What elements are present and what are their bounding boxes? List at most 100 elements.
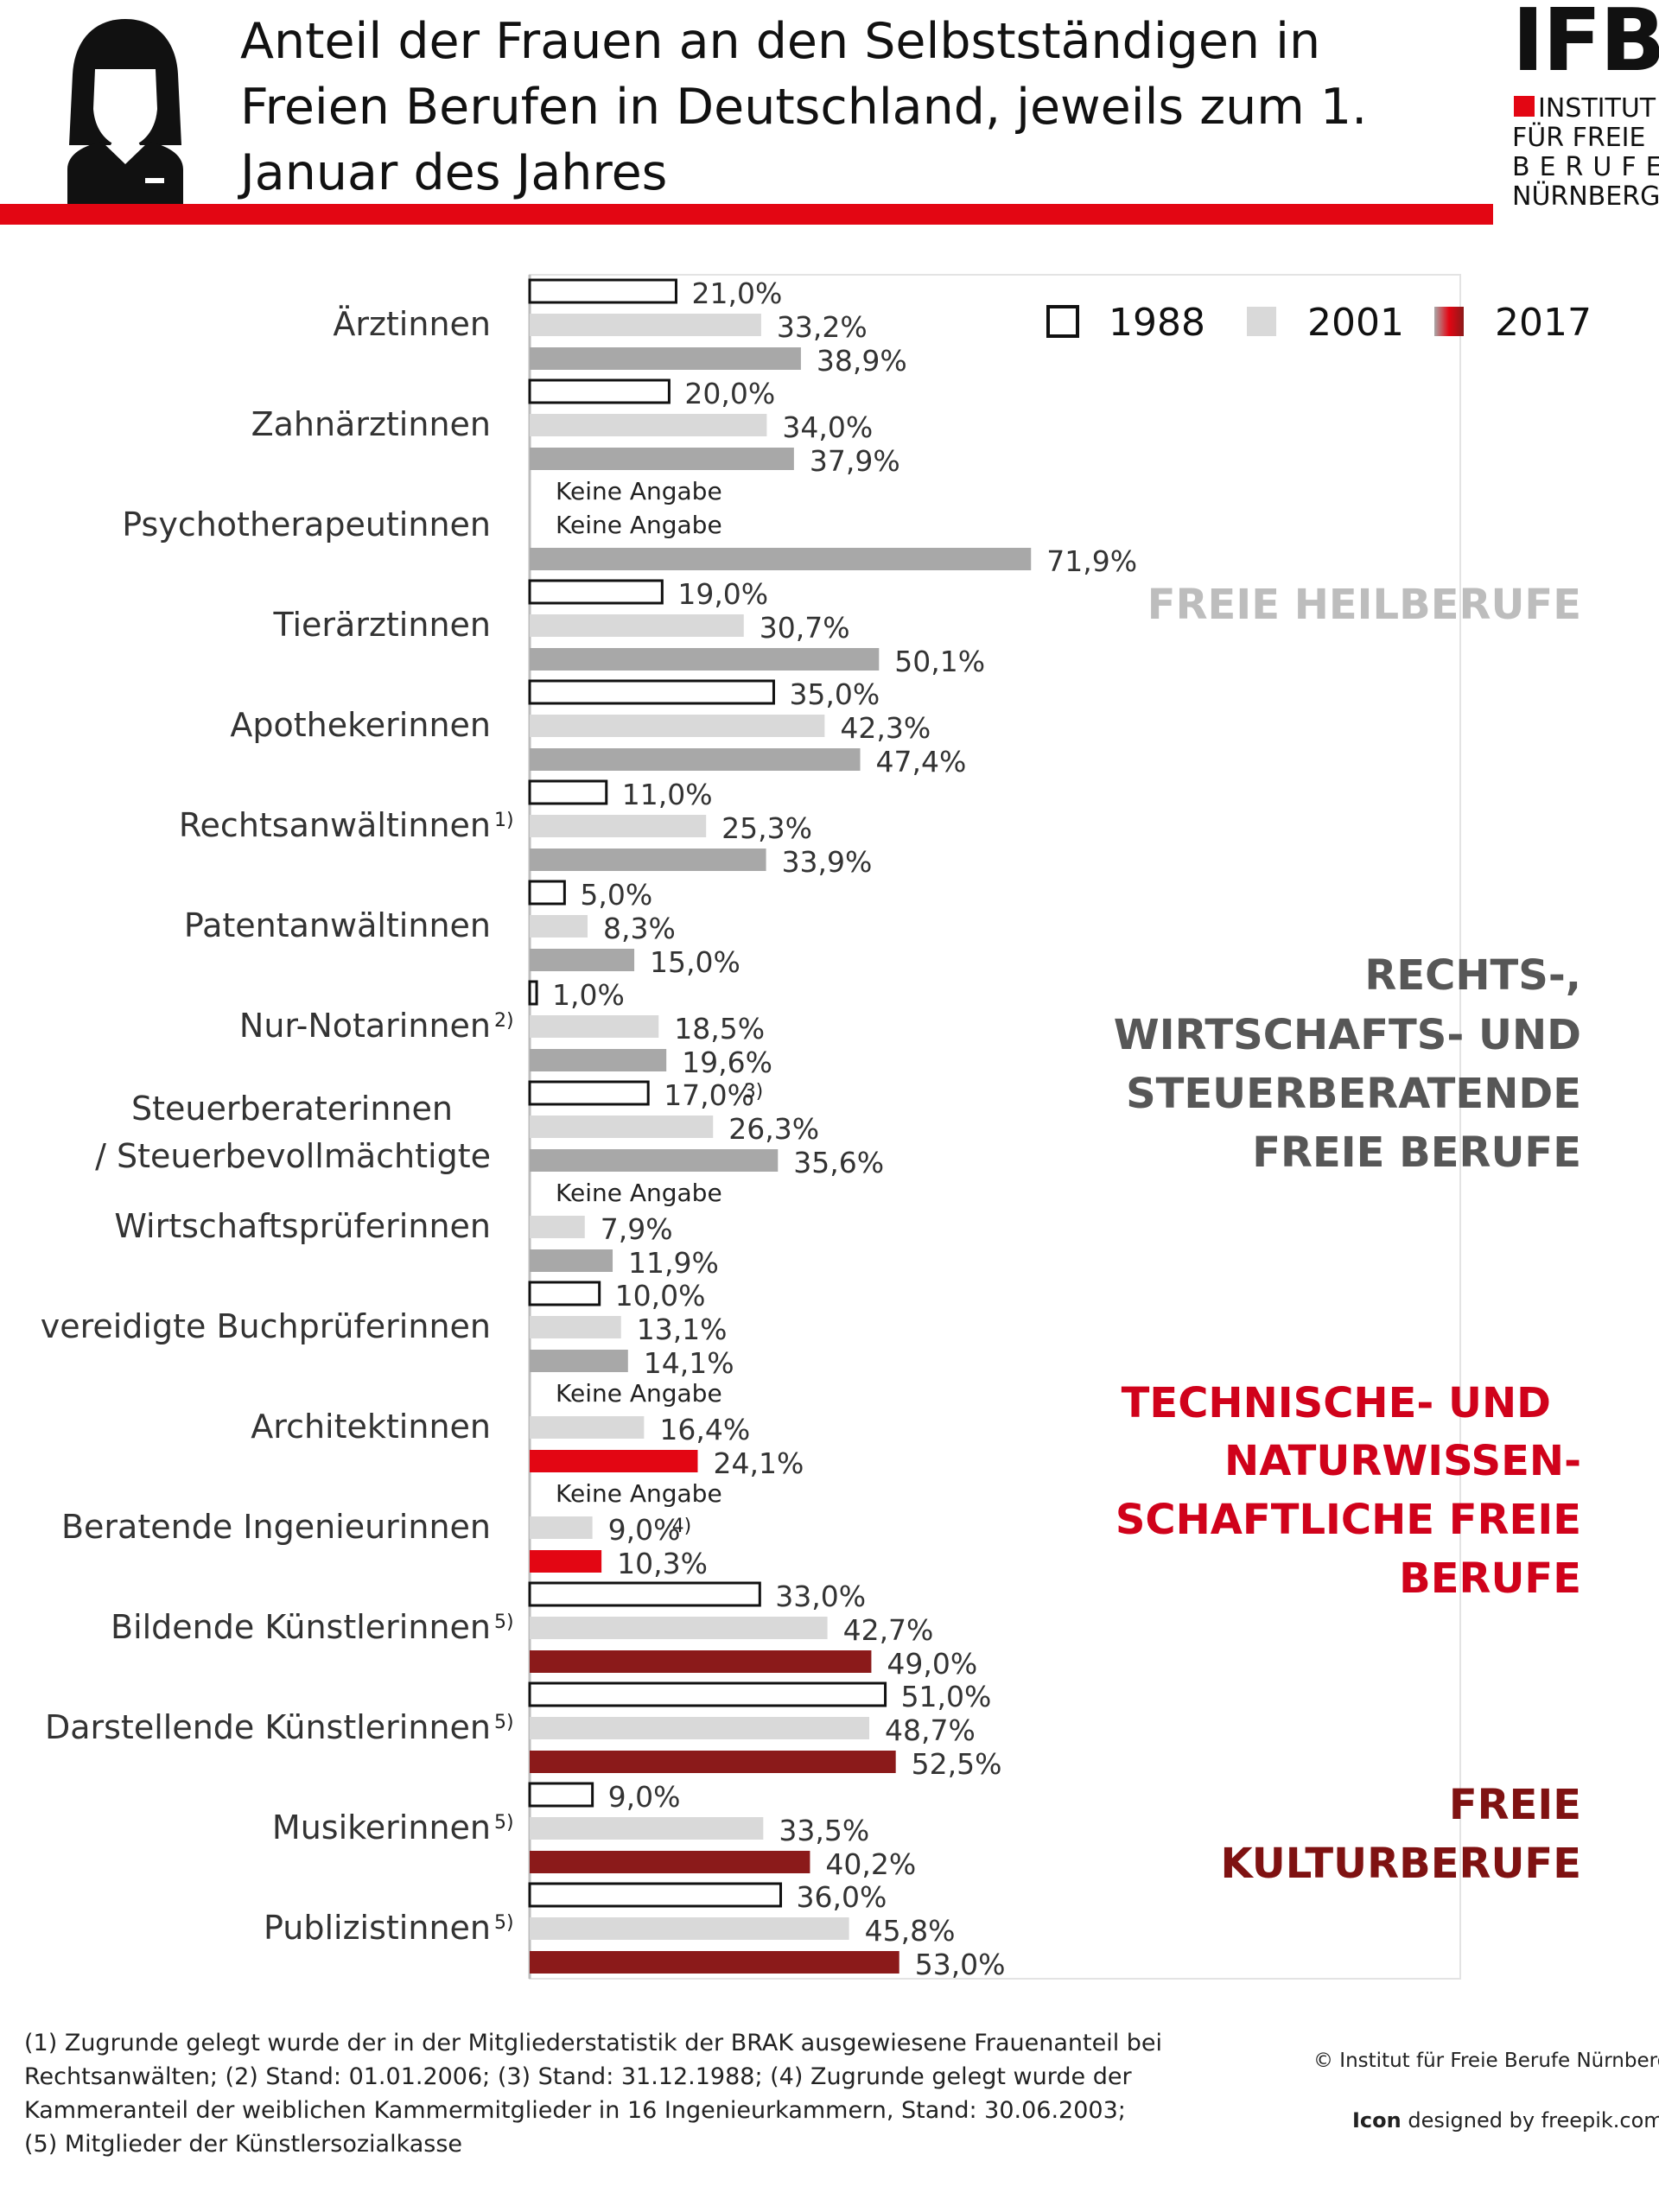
- bar-2017: [530, 1751, 896, 1773]
- category-label: Musikerinnen: [272, 1808, 491, 1847]
- bar-1988: [528, 1080, 650, 1106]
- data-label-footnote-marker: 4): [672, 1516, 692, 1537]
- woman-avatar-icon: [67, 19, 183, 210]
- data-label-2001: 42,3%: [840, 711, 931, 745]
- group-label-recht: WIRTSCHAFTS- UND: [1114, 1011, 1581, 1059]
- bar-chart: Ärztinnen 21,0%33,2%38,9% Zahnärztinnen 20,…: [41, 274, 1592, 1981]
- bar-2017: [530, 748, 861, 771]
- bar-2001: [530, 314, 761, 336]
- data-label-1988: 21,0%: [691, 276, 782, 310]
- logo-red-square: [1514, 96, 1535, 117]
- chart-title: Anteil der Frauen an den Selbstständigen…: [240, 13, 1368, 201]
- bar-2001: [530, 1617, 828, 1639]
- bar-2001: [530, 414, 767, 436]
- title-underline-bar: [0, 204, 1493, 225]
- data-label-2001: 33,5%: [779, 1814, 869, 1847]
- no-data-label: Keine Angabe: [556, 511, 722, 539]
- category-label: Tierärztinnen: [272, 606, 491, 644]
- bar-2017: [530, 648, 880, 671]
- data-label-2017: 19,6%: [682, 1046, 772, 1079]
- bar-2001: [530, 1015, 659, 1038]
- bar-1988: [528, 378, 671, 404]
- legend-label-2017: 2017: [1495, 301, 1592, 345]
- data-label-2001: 18,5%: [674, 1012, 765, 1046]
- bar-2017: [530, 1851, 810, 1873]
- footnote-5: (5) Mitglieder der Künstlersozialkasse: [24, 2131, 463, 2158]
- data-label-2001: 42,7%: [843, 1613, 934, 1647]
- bar-2001: [530, 815, 707, 837]
- data-label-2001: 25,3%: [721, 811, 812, 845]
- bar-1988: [528, 1782, 594, 1808]
- no-data-label: Keine Angabe: [556, 477, 722, 505]
- data-label-2017: 33,9%: [782, 845, 873, 879]
- group-label-heil: FREIE HEILBERUFE: [1147, 581, 1581, 629]
- group-label-tech: TECHNISCHE- UND: [1122, 1379, 1551, 1427]
- data-label-2017: 24,1%: [713, 1446, 804, 1480]
- bar-2017: [530, 1450, 698, 1472]
- data-label-footnote-marker: 3): [744, 1081, 764, 1103]
- bar-1988: [528, 679, 775, 705]
- category-footnote-marker: 5): [494, 1712, 514, 1733]
- data-label-1988: 5,0%: [580, 878, 652, 912]
- category-footnote-marker: 2): [494, 1010, 514, 1032]
- bar-2001: [530, 1817, 764, 1840]
- bar-2017: [530, 1550, 602, 1573]
- data-label-1988: 33,0%: [775, 1580, 866, 1613]
- bar-2001: [530, 715, 825, 737]
- bar-2017: [530, 1249, 613, 1272]
- logo-line-2: FÜR FREIE: [1512, 123, 1646, 153]
- category-footnote-marker: 5): [494, 1912, 514, 1934]
- logo-line-3: BERUFE: [1512, 152, 1659, 182]
- bar-2001: [530, 1917, 849, 1940]
- icon-credit-text: designed by freepik.com: [1401, 2108, 1659, 2133]
- data-label-2017: 40,2%: [825, 1847, 916, 1881]
- category-label: Steuerberaterinnen: [131, 1090, 453, 1128]
- category-footnote-marker: 5): [494, 1812, 514, 1834]
- category-label: vereidigte Buchprüferinnen: [41, 1307, 491, 1345]
- data-label-2017: 38,9%: [817, 344, 907, 378]
- group-label-tech: SCHAFTLICHE FREIE: [1116, 1496, 1581, 1544]
- data-label-2001: 30,7%: [760, 611, 850, 645]
- category-label: Bildende Künstlerinnen: [111, 1608, 491, 1646]
- bar-2001: [530, 1416, 645, 1439]
- data-label-1988: 35,0%: [789, 677, 880, 711]
- bar-1988: [528, 779, 608, 805]
- bar-2001: [530, 1717, 870, 1739]
- bar-2001: [530, 915, 588, 938]
- data-label-1988: 9,0%: [608, 1780, 681, 1814]
- no-data-label: Keine Angabe: [556, 1479, 722, 1508]
- category-label: Psychotherapeutinnen: [122, 505, 491, 543]
- data-label-2017: 47,4%: [876, 745, 967, 779]
- data-label-2017: 10,3%: [617, 1547, 708, 1580]
- data-label-2001: 8,3%: [603, 912, 676, 945]
- data-label-1988: 1,0%: [552, 978, 625, 1012]
- group-label-tech: NATURWISSEN-: [1224, 1437, 1581, 1485]
- bar-2001: [530, 614, 744, 637]
- category-label: Apothekerinnen: [230, 706, 491, 744]
- data-label-2017: 11,9%: [628, 1246, 719, 1280]
- category-label: Zahnärztinnen: [251, 405, 491, 443]
- copyright-notice: © Institut für Freie Berufe Nürnberg: [1313, 2050, 1659, 2072]
- legend-swatch-2001: [1247, 307, 1276, 336]
- category-label: Architektinnen: [251, 1408, 491, 1446]
- no-data-label: Keine Angabe: [556, 1179, 722, 1207]
- data-label-2017: 53,0%: [915, 1948, 1006, 1981]
- logo-wordmark: IFB: [1512, 0, 1659, 91]
- category-footnote-marker: 1): [494, 810, 514, 831]
- data-label-1988: 20,0%: [684, 377, 775, 410]
- data-label-2001: 48,7%: [885, 1713, 976, 1747]
- bar-1988: [528, 1281, 601, 1306]
- data-label-1988: 51,0%: [901, 1680, 992, 1713]
- data-label-2001: 45,8%: [865, 1914, 956, 1948]
- group-label-tech: BERUFE: [1399, 1554, 1581, 1603]
- group-label-recht: STEUERBERATENDE: [1126, 1070, 1581, 1118]
- data-label-2001: 16,4%: [659, 1413, 750, 1446]
- bar-2017: [530, 949, 635, 971]
- bar-2017: [530, 1149, 779, 1172]
- icon-credit: Icon designed by freepik.com: [1352, 2108, 1659, 2133]
- bar-1988: [528, 1882, 783, 1908]
- ifb-logo: IFB INSTITUT FÜR FREIE BERUFE NÜRNBERG: [1512, 0, 1659, 233]
- bar-1988: [528, 980, 538, 1006]
- bar-2001: [530, 1316, 621, 1338]
- data-label-2001: 9,0%: [608, 1513, 681, 1547]
